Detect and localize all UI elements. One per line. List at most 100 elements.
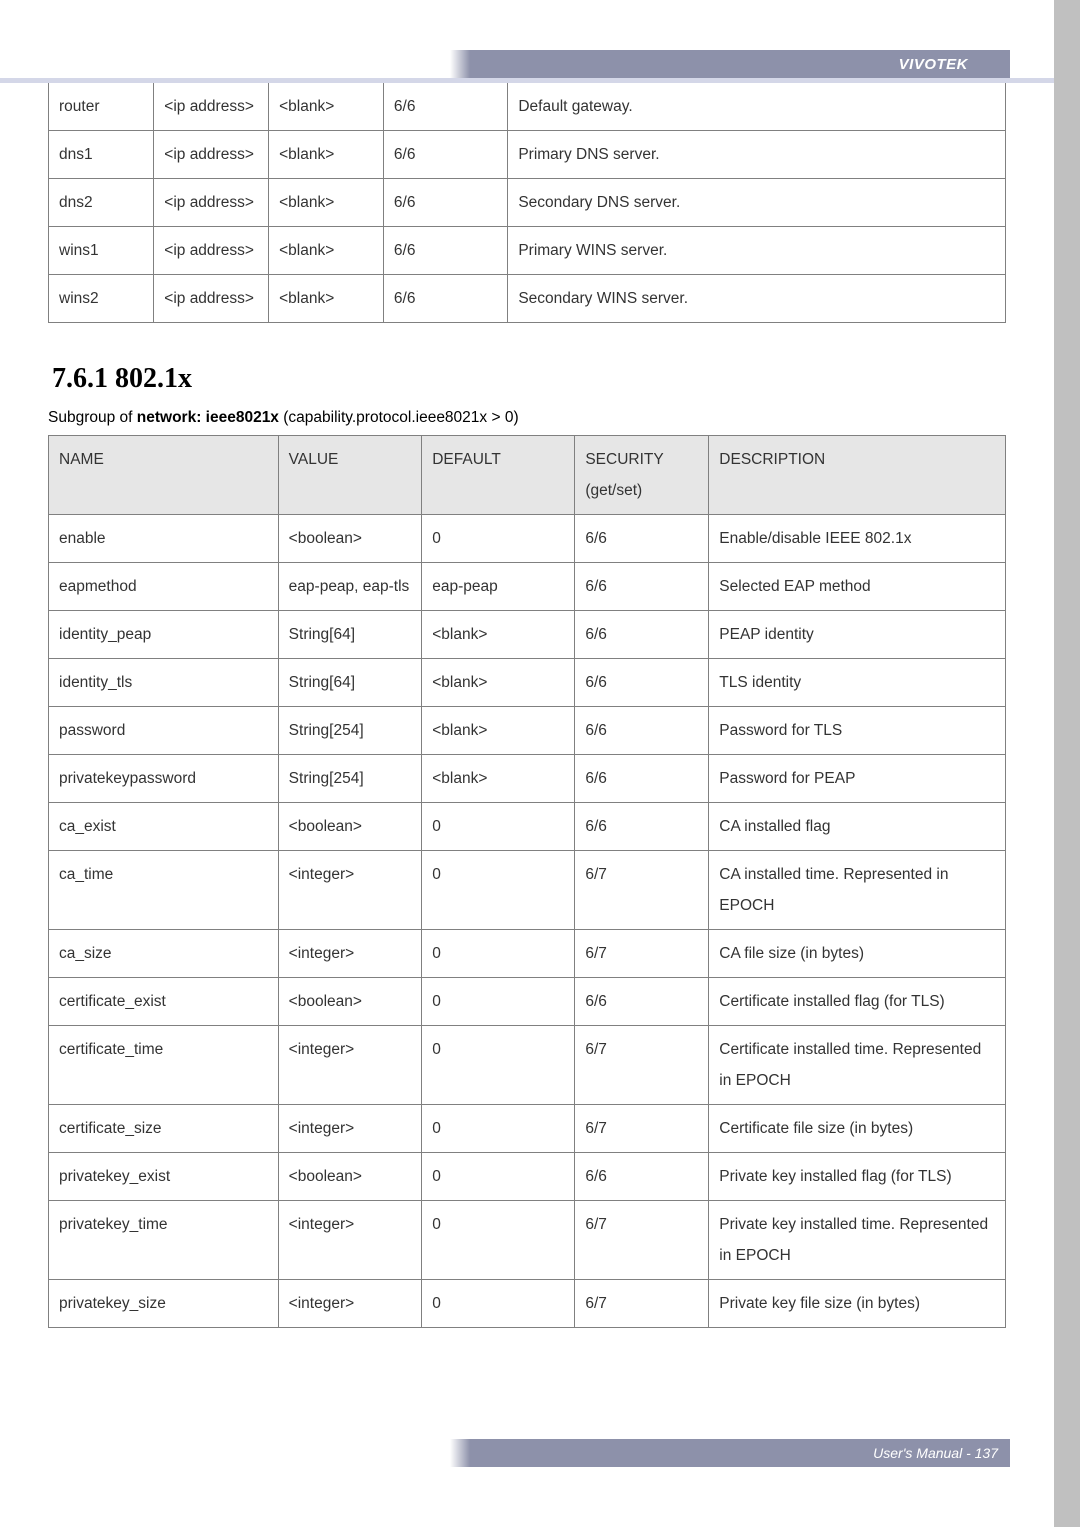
table-cell: Selected EAP method (709, 563, 1006, 611)
table-cell: Default gateway. (508, 83, 1006, 131)
table-cell: identity_tls (49, 659, 279, 707)
caption-bold: network: ieee8021x (137, 409, 279, 426)
table-cell: <blank> (422, 611, 575, 659)
table-cell: String[64] (278, 611, 422, 659)
table-row: privatekey_size<integer>06/7Private key … (49, 1280, 1006, 1328)
table-cell: dns1 (49, 131, 154, 179)
table-cell: 6/6 (575, 978, 709, 1026)
table-cell: <boolean> (278, 803, 422, 851)
table-cell: <boolean> (278, 515, 422, 563)
col-name: NAME (49, 436, 279, 515)
table-cell: wins1 (49, 227, 154, 275)
table-cell: password (49, 707, 279, 755)
table-cell: 6/6 (575, 659, 709, 707)
table-cell: wins2 (49, 275, 154, 323)
table-cell: privatekey_size (49, 1280, 279, 1328)
table-cell: <blank> (269, 131, 384, 179)
table-cell: CA installed flag (709, 803, 1006, 851)
table-row: enable<boolean>06/6Enable/disable IEEE 8… (49, 515, 1006, 563)
table-cell: <boolean> (278, 1153, 422, 1201)
col-security: SECURITY (get/set) (575, 436, 709, 515)
table-row: certificate_time<integer>06/7Certificate… (49, 1026, 1006, 1105)
table-cell: <blank> (269, 227, 384, 275)
table-cell: Private key installed time. Represented … (709, 1201, 1006, 1280)
table-cell: <ip address> (154, 179, 269, 227)
table-row: dns1<ip address><blank>6/6Primary DNS se… (49, 131, 1006, 179)
table-cell: 6/7 (575, 930, 709, 978)
network-params-table: router<ip address><blank>6/6Default gate… (48, 82, 1006, 323)
table-cell: Secondary WINS server. (508, 275, 1006, 323)
caption-prefix: Subgroup of (48, 409, 137, 426)
table-cell: Private key file size (in bytes) (709, 1280, 1006, 1328)
table-cell: identity_peap (49, 611, 279, 659)
table-cell: 6/6 (575, 707, 709, 755)
table-cell: 0 (422, 1201, 575, 1280)
table-cell: 6/6 (383, 83, 507, 131)
table-row: ca_time<integer>06/7CA installed time. R… (49, 851, 1006, 930)
table-row: privatekeypasswordString[254]<blank>6/6P… (49, 755, 1006, 803)
table-row: certificate_exist<boolean>06/6Certificat… (49, 978, 1006, 1026)
table-cell: <blank> (422, 659, 575, 707)
table-cell: <blank> (422, 755, 575, 803)
table-row: ca_size<integer>06/7CA file size (in byt… (49, 930, 1006, 978)
table-cell: 6/6 (575, 611, 709, 659)
table-cell: eapmethod (49, 563, 279, 611)
col-security-l1: SECURITY (585, 451, 663, 468)
table-cell: privatekey_exist (49, 1153, 279, 1201)
table-cell: TLS identity (709, 659, 1006, 707)
table-cell: Certificate installed flag (for TLS) (709, 978, 1006, 1026)
table-cell: 0 (422, 515, 575, 563)
table-cell: Certificate file size (in bytes) (709, 1105, 1006, 1153)
table-row: identity_peapString[64]<blank>6/6PEAP id… (49, 611, 1006, 659)
table-cell: <ip address> (154, 131, 269, 179)
table-cell: <boolean> (278, 978, 422, 1026)
table-cell: certificate_size (49, 1105, 279, 1153)
table-cell: 0 (422, 1280, 575, 1328)
table-cell: ca_time (49, 851, 279, 930)
table-cell: 6/7 (575, 851, 709, 930)
table-cell: 6/7 (575, 1280, 709, 1328)
page-header: VIVOTEK (0, 0, 1054, 82)
table-cell: 6/6 (575, 563, 709, 611)
table-cell: 6/7 (575, 1105, 709, 1153)
table-row: router<ip address><blank>6/6Default gate… (49, 83, 1006, 131)
table-cell: ca_size (49, 930, 279, 978)
table-cell: Primary WINS server. (508, 227, 1006, 275)
table-cell: <integer> (278, 1201, 422, 1280)
table-row: privatekey_exist<boolean>06/6Private key… (49, 1153, 1006, 1201)
table-row: privatekey_time<integer>06/7Private key … (49, 1201, 1006, 1280)
table-cell: CA installed time. Represented in EPOCH (709, 851, 1006, 930)
table-cell: <integer> (278, 1105, 422, 1153)
table-cell: 0 (422, 930, 575, 978)
table-cell: <blank> (269, 83, 384, 131)
table-cell: <ip address> (154, 275, 269, 323)
table-cell: ca_exist (49, 803, 279, 851)
table-cell: CA file size (in bytes) (709, 930, 1006, 978)
table-row: dns2<ip address><blank>6/6Secondary DNS … (49, 179, 1006, 227)
header-accent (0, 78, 1054, 83)
table-row: wins1<ip address><blank>6/6Primary WINS … (49, 227, 1006, 275)
table-cell: 6/6 (575, 755, 709, 803)
table-cell: eap-peap (422, 563, 575, 611)
table-cell: 6/6 (383, 179, 507, 227)
table-cell: 6/6 (575, 515, 709, 563)
table-cell: <ip address> (154, 227, 269, 275)
table-cell: Certificate installed time. Represented … (709, 1026, 1006, 1105)
table-cell: <integer> (278, 1280, 422, 1328)
table-cell: 6/6 (383, 227, 507, 275)
table-cell: <integer> (278, 930, 422, 978)
col-default: DEFAULT (422, 436, 575, 515)
page-footer: User's Manual - 137 (470, 1439, 1010, 1467)
table-cell: <blank> (269, 179, 384, 227)
table-row: passwordString[254]<blank>6/6Password fo… (49, 707, 1006, 755)
brand-label: VIVOTEK (470, 50, 1010, 79)
table-cell: 6/6 (575, 1153, 709, 1201)
table-cell: 6/7 (575, 1201, 709, 1280)
table-row: identity_tlsString[64]<blank>6/6TLS iden… (49, 659, 1006, 707)
table-cell: certificate_time (49, 1026, 279, 1105)
table-cell: privatekeypassword (49, 755, 279, 803)
table-cell: 0 (422, 1153, 575, 1201)
table-cell: enable (49, 515, 279, 563)
section-heading: 7.6.1 802.1x (52, 363, 1006, 395)
table-cell: 0 (422, 1105, 575, 1153)
